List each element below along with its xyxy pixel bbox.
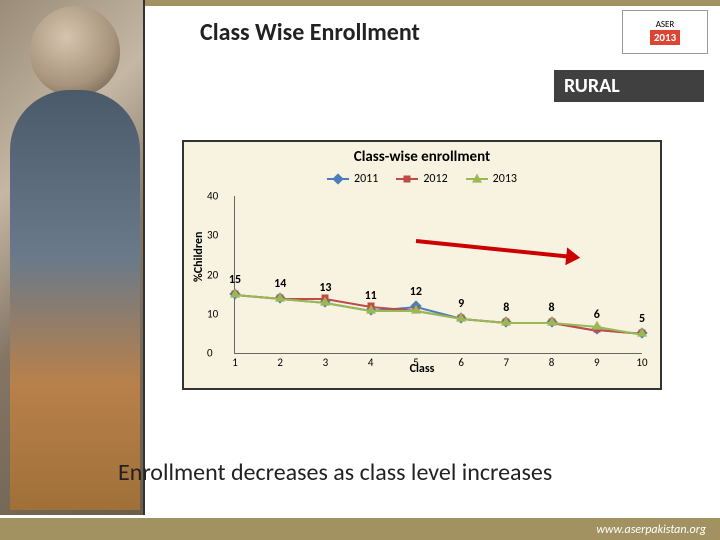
y-axis-label: %Children [192, 232, 206, 282]
xtick: 7 [504, 356, 510, 369]
footer-bar: www.aserpakistan.org [0, 518, 720, 540]
xtick: 5 [413, 356, 419, 369]
aser-logo: ASER 2013 [622, 10, 708, 54]
rural-badge: RURAL [554, 70, 704, 102]
marker-2013 [230, 289, 240, 298]
value-label: 13 [319, 281, 331, 295]
logo-year: 2013 [650, 30, 680, 45]
value-label: 8 [503, 301, 509, 315]
ytick: 30 [207, 229, 218, 242]
trend-arrow [416, 239, 570, 259]
value-label: 8 [549, 301, 555, 315]
ytick: 10 [207, 307, 218, 320]
conclusion-text: Enrollment decreases as class level incr… [118, 458, 552, 487]
value-label: 14 [274, 277, 286, 291]
series-line-2013 [461, 318, 506, 324]
marker-2013 [320, 297, 330, 306]
series-line-2013 [235, 294, 280, 300]
xtick: 9 [594, 356, 600, 369]
marker-2013 [637, 328, 647, 337]
series-line-2013 [506, 322, 551, 324]
marker-2013 [275, 293, 285, 302]
chart-legend: 2011 2012 2013 [184, 172, 660, 186]
xtick: 8 [549, 356, 555, 369]
legend-item-2012: 2012 [396, 172, 447, 186]
marker-2013 [501, 316, 511, 325]
chart-title: Class-wise enrollment [184, 148, 660, 166]
series-line-2013 [371, 310, 416, 312]
legend-item-2011: 2011 [327, 172, 378, 186]
xtick: 6 [458, 356, 464, 369]
xtick: 2 [277, 356, 283, 369]
ytick: 20 [207, 268, 218, 281]
logo-name: ASER [656, 19, 675, 30]
marker-2013 [366, 304, 376, 313]
x-axis-label: Class [184, 362, 660, 376]
value-label: 15 [229, 273, 241, 287]
value-label: 5 [639, 313, 645, 327]
slide-title: Class Wise Enrollment [200, 18, 620, 47]
value-label: 9 [458, 297, 464, 311]
legend-item-2013: 2013 [466, 172, 517, 186]
enrollment-chart: Class-wise enrollment 201120122013 %Chil… [182, 140, 662, 390]
left-photo-strip [0, 0, 145, 515]
ytick: 40 [207, 190, 218, 203]
value-label: 6 [594, 309, 600, 323]
marker-2013 [547, 316, 557, 325]
xtick: 3 [323, 356, 329, 369]
value-label: 12 [410, 285, 422, 299]
xtick: 1 [232, 356, 238, 369]
plot-area: 01020304012345678910151413111298865 [234, 196, 642, 354]
ytick: 0 [207, 347, 213, 360]
footer-link: www.aserpakistan.org [596, 523, 706, 537]
marker-2013 [411, 304, 421, 313]
xtick: 4 [368, 356, 374, 369]
value-label: 11 [365, 289, 377, 303]
marker-2013 [456, 312, 466, 321]
xtick: 10 [636, 356, 647, 369]
